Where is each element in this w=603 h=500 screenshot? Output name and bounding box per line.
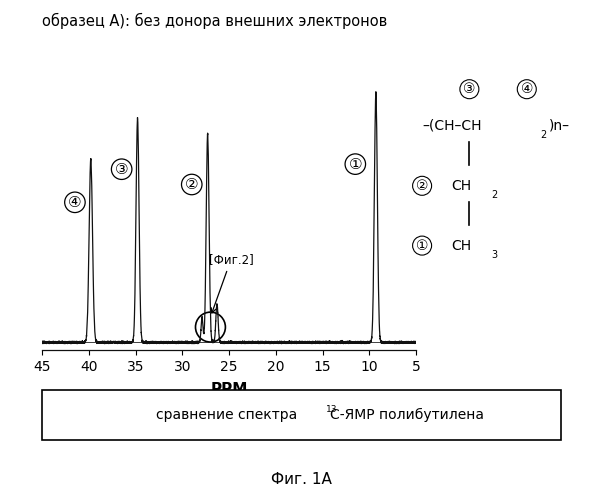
- Text: C-ЯМР полибутилена: C-ЯМР полибутилена: [330, 408, 484, 422]
- Text: ②: ②: [416, 179, 428, 193]
- Text: ②: ②: [185, 177, 198, 192]
- Text: 13: 13: [326, 404, 337, 413]
- Text: ①: ①: [349, 156, 362, 172]
- Text: 2: 2: [491, 190, 497, 200]
- Text: 2: 2: [540, 130, 546, 140]
- Text: [Фиг.2]: [Фиг.2]: [209, 253, 253, 313]
- X-axis label: PPM: PPM: [210, 382, 248, 397]
- Text: ①: ①: [416, 238, 428, 252]
- Text: сравнение спектра: сравнение спектра: [156, 408, 302, 422]
- Text: ③: ③: [115, 162, 128, 176]
- Text: 3: 3: [491, 250, 497, 260]
- Text: ④: ④: [68, 195, 82, 210]
- Text: CH: CH: [451, 179, 471, 193]
- Text: ④: ④: [520, 82, 533, 96]
- Text: Фиг. 1А: Фиг. 1А: [271, 472, 332, 488]
- Text: ③: ③: [463, 82, 476, 96]
- Text: образец А): без донора внешних электронов: образец А): без донора внешних электроно…: [42, 12, 388, 28]
- Text: )n–: )n–: [549, 119, 570, 133]
- Text: –(CH–CH: –(CH–CH: [422, 119, 482, 133]
- Text: CH: CH: [451, 238, 471, 252]
